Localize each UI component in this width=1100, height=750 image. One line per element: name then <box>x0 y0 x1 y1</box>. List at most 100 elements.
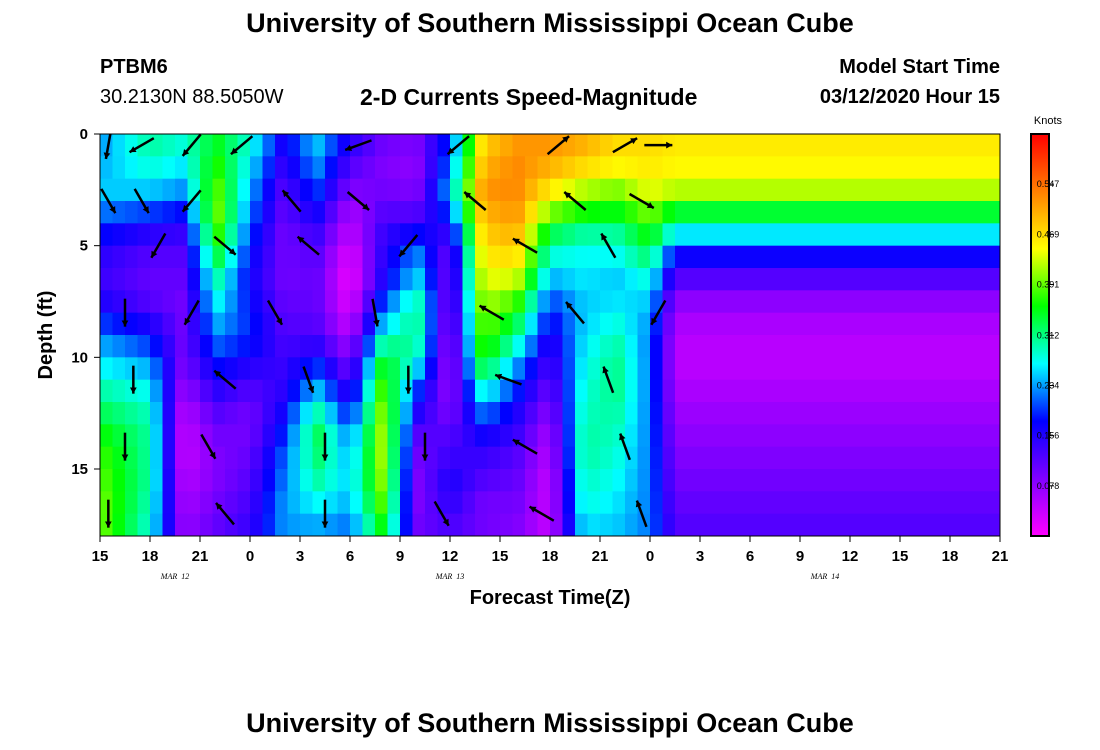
heatmap-cell <box>475 201 489 224</box>
heatmap-cell <box>675 290 689 314</box>
heatmap-cell <box>662 491 676 515</box>
heatmap-cell <box>350 513 364 536</box>
heatmap-cell <box>775 402 789 425</box>
heatmap-cell <box>250 446 264 470</box>
heatmap-cell <box>187 379 201 403</box>
heatmap-cell <box>375 312 389 336</box>
heatmap-cell <box>987 379 1000 403</box>
heatmap-cell <box>750 357 764 381</box>
heatmap-cell <box>775 290 789 314</box>
heatmap-cell <box>500 290 514 314</box>
heatmap-cell <box>850 491 864 515</box>
heatmap-cell <box>862 312 876 336</box>
heatmap-cell <box>362 178 376 202</box>
arrow-head <box>495 373 503 381</box>
heatmap-cell <box>450 446 464 470</box>
heatmap-cell <box>675 201 689 224</box>
heatmap-cell <box>925 513 939 536</box>
heatmap-cell <box>237 513 251 536</box>
colorbar-tick-label: 0.469 <box>1037 229 1060 239</box>
heatmap-cell <box>462 201 476 224</box>
current-arrow <box>121 298 129 327</box>
heatmap-cell <box>325 201 339 224</box>
heatmap-cell <box>175 268 189 291</box>
heatmap-cell <box>637 201 651 224</box>
current-arrow <box>230 135 254 156</box>
heatmap-cell <box>425 290 439 314</box>
heatmap-cell <box>150 201 164 224</box>
heatmap-cell <box>512 357 526 381</box>
heatmap-cell <box>712 491 726 515</box>
heatmap-cell <box>850 134 864 157</box>
heatmap-cell <box>525 201 539 224</box>
heatmap-cell <box>125 223 139 247</box>
heatmap-cell <box>887 446 901 470</box>
heatmap-cell <box>600 335 614 358</box>
heatmap-cell <box>125 245 139 269</box>
heatmap-cell <box>875 201 889 224</box>
heatmap-cell <box>162 134 176 157</box>
heatmap-cell <box>675 379 689 403</box>
heatmap-cell <box>537 491 551 515</box>
heatmap-cell <box>800 178 814 202</box>
arrow-head <box>619 433 626 441</box>
station-id: PTBM6 <box>100 56 168 78</box>
heatmap-cell <box>200 379 214 403</box>
heatmap-cell <box>587 156 601 180</box>
heatmap-cell <box>625 402 639 425</box>
x-tick-label: 18 <box>942 548 959 565</box>
colorbar-tick-label: 0.547 <box>1037 179 1060 189</box>
heatmap-cell <box>925 201 939 224</box>
heatmap-cell <box>237 446 251 470</box>
heatmap-cell <box>475 513 489 536</box>
heatmap-cell <box>737 223 751 247</box>
current-arrow <box>433 500 450 527</box>
heatmap-cell <box>412 245 426 269</box>
heatmap-cell <box>875 357 889 381</box>
heatmap-cell <box>350 446 364 470</box>
heatmap-cell <box>462 312 476 336</box>
heatmap-cell <box>162 156 176 180</box>
heatmap-cell <box>725 178 739 202</box>
heatmap-cell <box>575 402 589 425</box>
heatmap-cell <box>825 245 839 269</box>
heatmap-cell <box>700 268 714 291</box>
heatmap-cell <box>637 469 651 492</box>
heatmap-cell <box>987 513 1000 536</box>
heatmap-cell <box>600 201 614 224</box>
heatmap-cell <box>150 134 164 157</box>
heatmap-cell <box>725 134 739 157</box>
heatmap-cell <box>337 424 351 448</box>
heatmap-cell <box>750 379 764 403</box>
current-arrow <box>181 134 202 157</box>
heatmap-cell <box>575 223 589 247</box>
heatmap-cell <box>200 156 214 180</box>
station-coords: 30.2130N 88.5050W <box>100 86 284 108</box>
heatmap-cell <box>112 446 126 470</box>
heatmap-cell <box>937 335 951 358</box>
heatmap-cell <box>237 335 251 358</box>
heatmap-cell <box>650 491 664 515</box>
heatmap-cell <box>550 312 564 336</box>
heatmap-cell <box>462 379 476 403</box>
heatmap-cell <box>112 268 126 291</box>
current-arrow <box>181 189 202 213</box>
heatmap-cell <box>800 357 814 381</box>
heatmap-cell <box>962 178 976 202</box>
heatmap-cell <box>762 491 776 515</box>
arrow-head <box>562 136 570 143</box>
heatmap-cell <box>562 178 576 202</box>
heatmap-cell <box>637 156 651 180</box>
heatmap-cell <box>425 178 439 202</box>
heatmap-cell <box>437 491 451 515</box>
heatmap-cell <box>762 223 776 247</box>
heatmap-cell <box>537 469 551 492</box>
heatmap-cell <box>975 469 989 492</box>
heatmap-cell <box>275 268 289 291</box>
heatmap-cell <box>162 223 176 247</box>
heatmap-cell <box>137 268 151 291</box>
heatmap-cell <box>512 312 526 336</box>
heatmap-cell <box>375 513 389 536</box>
heatmap-cell <box>150 268 164 291</box>
heatmap-cell <box>587 335 601 358</box>
